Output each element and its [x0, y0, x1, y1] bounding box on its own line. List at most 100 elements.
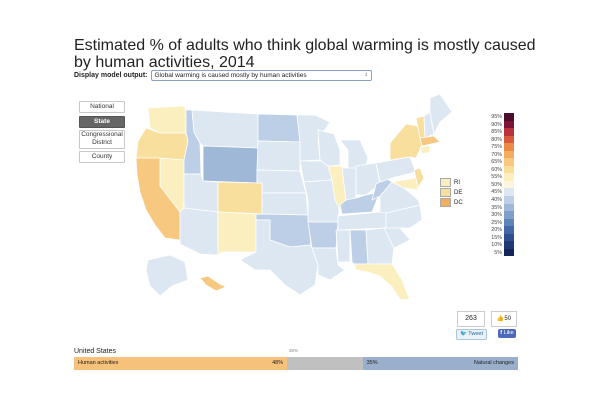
small-state-de-label: DE: [454, 189, 463, 196]
state-oh[interactable]: [355, 162, 381, 196]
state-wi[interactable]: [317, 129, 341, 167]
state-ks[interactable]: [261, 192, 309, 216]
state-ct[interactable]: [419, 145, 431, 155]
legend-swatch: [504, 248, 514, 257]
state-me[interactable]: [429, 94, 453, 135]
tweet-button[interactable]: 🐦 Tweet: [456, 329, 487, 340]
state-hi[interactable]: [199, 275, 227, 292]
legend-swatch: [504, 226, 514, 234]
state-fl[interactable]: [353, 263, 411, 299]
state-tx[interactable]: [239, 219, 319, 296]
geo-button-county[interactable]: County: [79, 151, 125, 163]
geo-button-state[interactable]: State: [79, 116, 125, 128]
state-ms[interactable]: [335, 229, 351, 263]
facebook-like-button[interactable]: f Like: [498, 329, 516, 338]
legend-tick-label: 30%: [491, 212, 502, 219]
state-co[interactable]: [217, 181, 263, 215]
state-sd[interactable]: [256, 140, 301, 172]
legend-labels: 95% 90% 85% 80% 75% 70% 65% 60% 55% 50% 45% 40% 35% 3…: [480, 114, 502, 257]
legend-tick-label: 45%: [491, 189, 502, 196]
legend-color-scale: [504, 113, 514, 257]
legend-tick-label: 55%: [491, 174, 502, 181]
small-state-ri-swatch: [440, 178, 451, 187]
legend-tick-label: 70%: [491, 151, 502, 158]
legend-swatch: [504, 143, 514, 151]
human-activities-label: Human activities: [78, 360, 119, 366]
geo-button-congressional-district[interactable]: Congressional District: [79, 130, 125, 149]
legend-tick-label: 10%: [491, 242, 502, 249]
small-state-dc-swatch: [440, 198, 451, 207]
legend-swatch: [504, 135, 514, 144]
state-ne[interactable]: [256, 169, 307, 194]
state-nd[interactable]: [257, 113, 301, 143]
legend-swatch: [504, 196, 514, 204]
geo-button-national[interactable]: National: [79, 101, 125, 113]
summary-middle-pct: 35%: [289, 348, 299, 353]
state-ky[interactable]: [339, 191, 381, 215]
state-az[interactable]: [179, 207, 219, 256]
legend-tick-label: 80%: [491, 136, 502, 143]
state-wy[interactable]: [202, 145, 259, 184]
state-al[interactable]: [349, 229, 369, 265]
state-tn[interactable]: [337, 211, 389, 231]
state-ak[interactable]: [145, 254, 189, 297]
like-count: 👍50: [491, 311, 517, 327]
page-title: Estimated % of adults who think global w…: [74, 37, 536, 71]
legend-swatch: [504, 113, 514, 121]
legend-swatch: [504, 158, 514, 166]
state-ma[interactable]: [419, 135, 441, 147]
legend-tick-label: 35%: [491, 204, 502, 211]
model-selector-row: Display model output: Global warming is …: [74, 69, 372, 81]
state-wa[interactable]: [147, 105, 187, 134]
legend-tick-label: 60%: [491, 166, 502, 173]
legend-swatch: [504, 233, 514, 242]
us-state-map: [135, 94, 453, 299]
legend-tick-label: 20%: [491, 227, 502, 234]
small-state-ri[interactable]: RI: [440, 178, 460, 187]
like-label: Like: [503, 330, 514, 336]
state-pa[interactable]: [375, 156, 417, 183]
legend-tick-label: 65%: [491, 159, 502, 166]
state-mt[interactable]: [191, 109, 259, 149]
human-activities-pct: 48%: [272, 360, 284, 366]
state-il[interactable]: [327, 165, 347, 211]
state-nm[interactable]: [217, 211, 258, 256]
small-state-dc[interactable]: DC: [440, 198, 463, 207]
legend-swatch: [504, 128, 514, 136]
natural-changes-label: Natural changes: [473, 360, 514, 366]
state-ga[interactable]: [365, 227, 395, 265]
like-count-value: 50: [504, 316, 512, 322]
legend-tick-label: 50%: [491, 181, 502, 188]
small-state-de[interactable]: DE: [440, 188, 462, 197]
legend-swatch: [504, 218, 514, 227]
natural-changes-segment[interactable]: 35% Natural changes: [362, 357, 518, 370]
legend-swatch: [504, 165, 514, 174]
legend-swatch: [504, 188, 514, 197]
legend-tick-label: 85%: [491, 129, 502, 136]
legend-swatch: [504, 120, 514, 129]
legend-swatch: [504, 211, 514, 219]
small-state-dc-label: DC: [454, 199, 463, 206]
model-select-value: Global warming is caused mostly by human…: [154, 71, 307, 79]
state-la[interactable]: [311, 247, 346, 281]
state-ar[interactable]: [307, 221, 339, 249]
summary-bar: Human activities 48% 35% Natural changes: [74, 357, 518, 370]
state-ny[interactable]: [389, 123, 423, 161]
legend-tick-label: 25%: [491, 219, 502, 226]
small-state-ri-label: RI: [454, 179, 460, 186]
share-count: 263: [457, 311, 485, 327]
legend-tick-label: 90%: [491, 121, 502, 128]
neither-segment[interactable]: [287, 357, 363, 370]
small-state-de-swatch: [440, 188, 451, 197]
select-arrows-icon: ↕: [364, 71, 368, 78]
legend-tick-label: 40%: [491, 197, 502, 204]
legend-tick-label: 5%: [494, 249, 502, 256]
tweet-label: Tweet: [468, 331, 483, 337]
model-select[interactable]: Global warming is caused mostly by human…: [150, 69, 372, 81]
legend-swatch: [504, 150, 514, 159]
human-activities-segment[interactable]: Human activities 48%: [74, 357, 288, 370]
model-selector-label: Display model output:: [74, 71, 148, 79]
state-md[interactable]: [391, 177, 419, 191]
summary-region-label: United States: [74, 348, 117, 355]
state-or[interactable]: [135, 127, 189, 161]
